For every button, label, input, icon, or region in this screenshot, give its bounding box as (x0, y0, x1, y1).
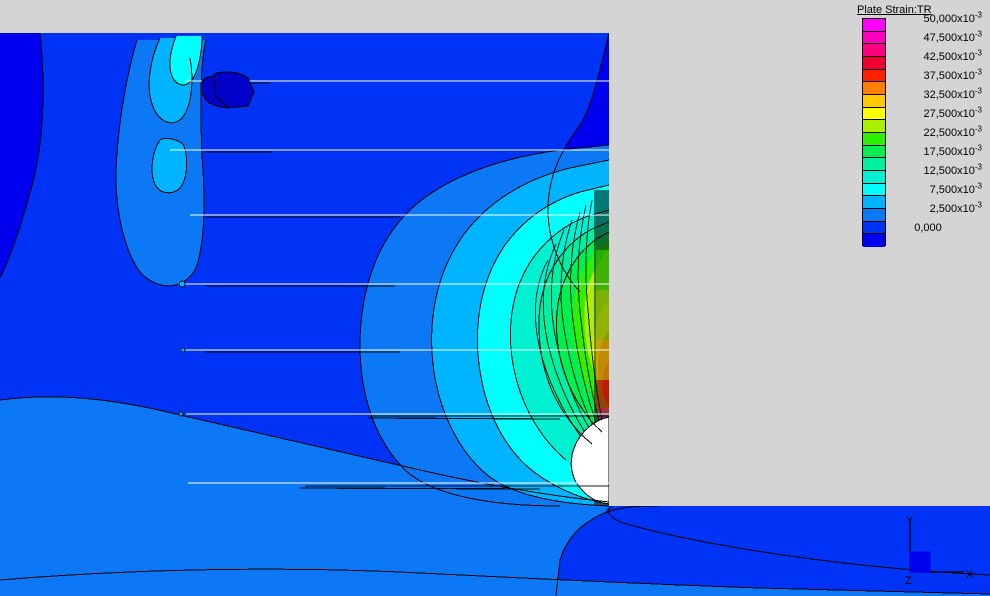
legend-label-4: 32,500x10-3 (923, 86, 982, 101)
legend-label-list: 50,000x10-3 47,500x10-3 42,500x10-3 37,500x… (890, 10, 984, 238)
legend-label-0: 50,000x10-3 (923, 10, 982, 25)
legend-swatch-12 (863, 170, 885, 184)
legend-swatch-8 (863, 120, 885, 133)
contour-band-sky-blob-b (152, 138, 187, 193)
contour-band-cyan-flame (169, 36, 202, 85)
legend-swatch-14 (863, 196, 885, 209)
legend-swatch-1 (863, 31, 885, 45)
contour-band-deepblue-bottomright2 (556, 506, 990, 596)
element-edge-traces (205, 82, 609, 490)
legend-swatch-11 (863, 158, 885, 171)
legend-swatch-2 (863, 44, 885, 57)
legend-title: Plate Strain:TR (857, 4, 932, 16)
legend-label-2: 42,500x10-3 (923, 48, 982, 63)
legend-swatch-13 (863, 183, 885, 197)
background-mask-right (610, 0, 990, 506)
legend-swatch-4 (863, 69, 885, 83)
background-mask-top (0, 0, 990, 33)
legend-label-8: 12,500x10-3 (923, 162, 982, 177)
triad-origin-cube (909, 551, 931, 573)
contour-legend: Plate Strain:TR 50,000x10-3 47,500x10-3 42… (856, 4, 986, 264)
triad-label-x: X (966, 569, 974, 581)
legend-swatch-6 (863, 94, 885, 108)
legend-swatch-15 (863, 208, 885, 222)
legend-swatch-0 (863, 19, 885, 32)
legend-label-11: 0,000 (914, 222, 942, 234)
contour-band-deepblue-upperleft (0, 33, 44, 278)
axis-triad: Y X Z (896, 512, 982, 584)
leader-endpoint-markers (178, 280, 186, 417)
legend-label-9: 7,500x10-3 (929, 181, 982, 196)
legend-swatch-5 (863, 82, 885, 95)
legend-label-10: 2,500x10-3 (929, 200, 982, 215)
triad-label-z: Z (905, 575, 912, 584)
legend-swatch-9 (863, 132, 885, 146)
legend-swatch-17 (863, 234, 885, 247)
legend-swatch-10 (863, 145, 885, 159)
ply-boundary-lines (170, 80, 609, 484)
legend-swatch-3 (863, 56, 885, 70)
contour-band-azure-bottom (0, 569, 990, 596)
legend-swatch-16 (863, 221, 885, 235)
contour-band-azure-left (0, 396, 609, 596)
legend-label-6: 22,500x10-3 (923, 124, 982, 139)
legend-label-3: 37,500x10-3 (923, 67, 982, 82)
legend-label-7: 17,500x10-3 (923, 143, 982, 158)
legend-color-bar[interactable] (862, 18, 886, 247)
triad-label-y: Y (906, 515, 914, 527)
contour-shard-darkblue-2 (213, 71, 255, 109)
legend-swatch-7 (863, 107, 885, 121)
legend-label-1: 47,500x10-3 (923, 29, 982, 44)
legend-label-5: 27,500x10-3 (923, 105, 982, 120)
